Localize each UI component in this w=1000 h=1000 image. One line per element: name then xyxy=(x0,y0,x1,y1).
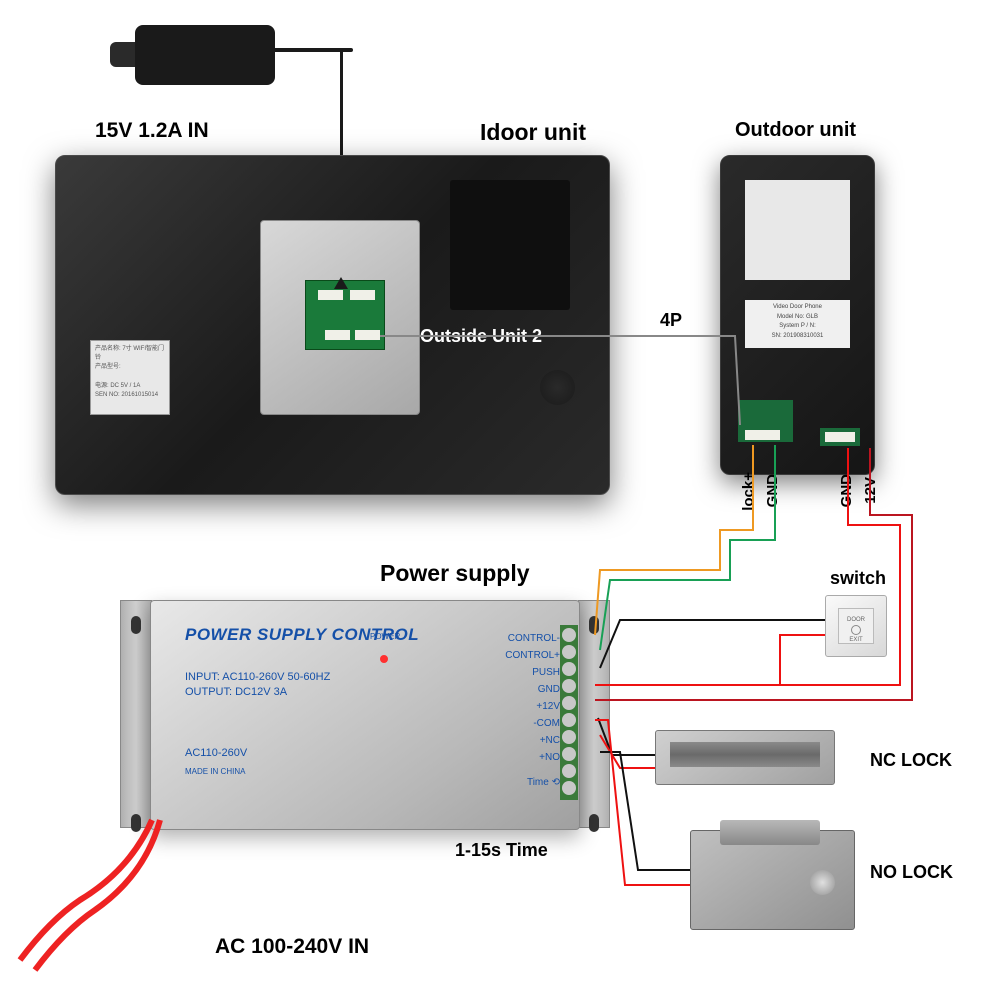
outdoor-conn-1 xyxy=(745,430,780,440)
t-control-plus: CONTROL+ xyxy=(460,647,560,664)
pin-gnd2: GND xyxy=(838,474,855,507)
indoor-panel xyxy=(450,180,570,310)
psu-ac-range: AC110-260V xyxy=(185,746,450,761)
outdoor-serial: SN: 201908310031 xyxy=(748,332,847,342)
outdoor-system: System P / N: xyxy=(748,322,847,332)
connector-1 xyxy=(318,290,343,300)
connector-4 xyxy=(355,330,380,340)
indoor-sticker-l3: 电源: DC 5V / 1A xyxy=(95,382,165,391)
t-time: Time ⟲ xyxy=(460,774,560,791)
psu-bracket-left xyxy=(120,600,152,828)
switch-icon xyxy=(851,625,861,635)
exit-switch-button: DOOR EXIT xyxy=(838,608,874,644)
outdoor-title-txt: Video Door Phone xyxy=(748,303,847,313)
ac-input-label: AC 100-240V IN xyxy=(215,935,369,959)
outside-unit2-label: Outside Unit 2 xyxy=(420,326,542,347)
power-led-label: POWER xyxy=(370,632,400,641)
psu-label-area: POWER SUPPLY CONTROL INPUT: AC110-260V 5… xyxy=(185,625,450,795)
indoor-sticker-l1: 产品名称: 7寸 WIFI智能门铃 xyxy=(95,345,165,363)
outdoor-info-sticker: Video Door Phone Model No: GLB System P … xyxy=(745,300,850,348)
power-adapter xyxy=(135,25,275,85)
connector-2 xyxy=(350,290,375,300)
pin-gnd1: GND xyxy=(764,474,781,507)
no-lock-top xyxy=(720,820,820,845)
t-no: +NO xyxy=(460,749,560,766)
psu-terminals-block xyxy=(560,625,578,800)
no-lock-label: NO LOCK xyxy=(870,862,953,883)
time-range-label: 1-15s Time xyxy=(455,840,548,861)
t-control-minus: CONTROL- xyxy=(460,630,560,647)
psu-title-label: Power supply xyxy=(380,560,530,587)
t-12v: +12V xyxy=(460,698,560,715)
nc-lock-plate xyxy=(670,742,820,767)
t-com: -COM xyxy=(460,715,560,732)
switch-txt2: EXIT xyxy=(839,637,873,643)
pin-lockplus: lock+ xyxy=(740,472,757,511)
indoor-sticker-l2: 产品型号: xyxy=(95,363,165,372)
power-led xyxy=(380,655,388,663)
outdoor-model: Model No: GLB xyxy=(748,313,847,323)
indoor-sticker: 产品名称: 7寸 WIFI智能门铃 产品型号: 电源: DC 5V / 1A S… xyxy=(90,340,170,415)
adapter-plug xyxy=(110,42,138,67)
psu-terminal-labels: CONTROL- CONTROL+ PUSH GND +12V -COM +NC… xyxy=(460,630,560,795)
indoor-title: Idoor unit xyxy=(480,119,586,146)
indoor-sticker-l4: SEN NO: 20161015014 xyxy=(95,391,165,400)
pin-12v: 12V xyxy=(862,477,879,504)
psu-input: INPUT: AC110-260V 50-60HZ xyxy=(185,670,450,685)
t-push: PUSH xyxy=(460,664,560,681)
t-gnd: GND xyxy=(460,681,560,698)
switch-label: switch xyxy=(830,568,886,589)
adapter-spec-label: 15V 1.2A IN xyxy=(95,119,209,143)
no-lock-cylinder xyxy=(810,870,835,895)
psu-made: MADE IN CHINA xyxy=(185,766,450,777)
psu-bracket-right xyxy=(578,600,610,828)
outdoor-conn-2 xyxy=(825,432,855,442)
outdoor-wiring-sticker xyxy=(745,180,850,280)
switch-txt1: DOOR xyxy=(839,617,873,623)
outdoor-title: Outdoor unit xyxy=(735,119,856,142)
t-nc: +NC xyxy=(460,732,560,749)
nc-lock-label: NC LOCK xyxy=(870,750,952,771)
speaker xyxy=(540,370,575,405)
psu-title-text: POWER SUPPLY CONTROL xyxy=(185,625,450,645)
psu-output: OUTPUT: DC12V 3A xyxy=(185,685,450,700)
wire-4p-label: 4P xyxy=(660,310,682,331)
connector-3 xyxy=(325,330,350,340)
